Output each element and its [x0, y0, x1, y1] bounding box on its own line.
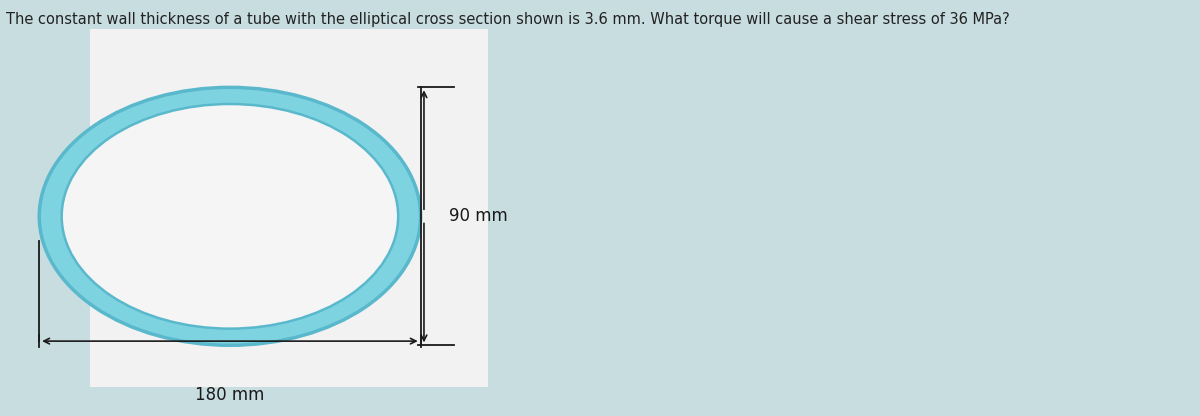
Text: 180 mm: 180 mm	[196, 386, 265, 404]
Ellipse shape	[40, 87, 420, 345]
Text: 90 mm: 90 mm	[449, 207, 508, 225]
Ellipse shape	[61, 104, 398, 329]
Bar	[90, 29, 488, 387]
Text: The constant wall thickness of a tube with the elliptical cross section shown is: The constant wall thickness of a tube wi…	[6, 12, 1009, 27]
